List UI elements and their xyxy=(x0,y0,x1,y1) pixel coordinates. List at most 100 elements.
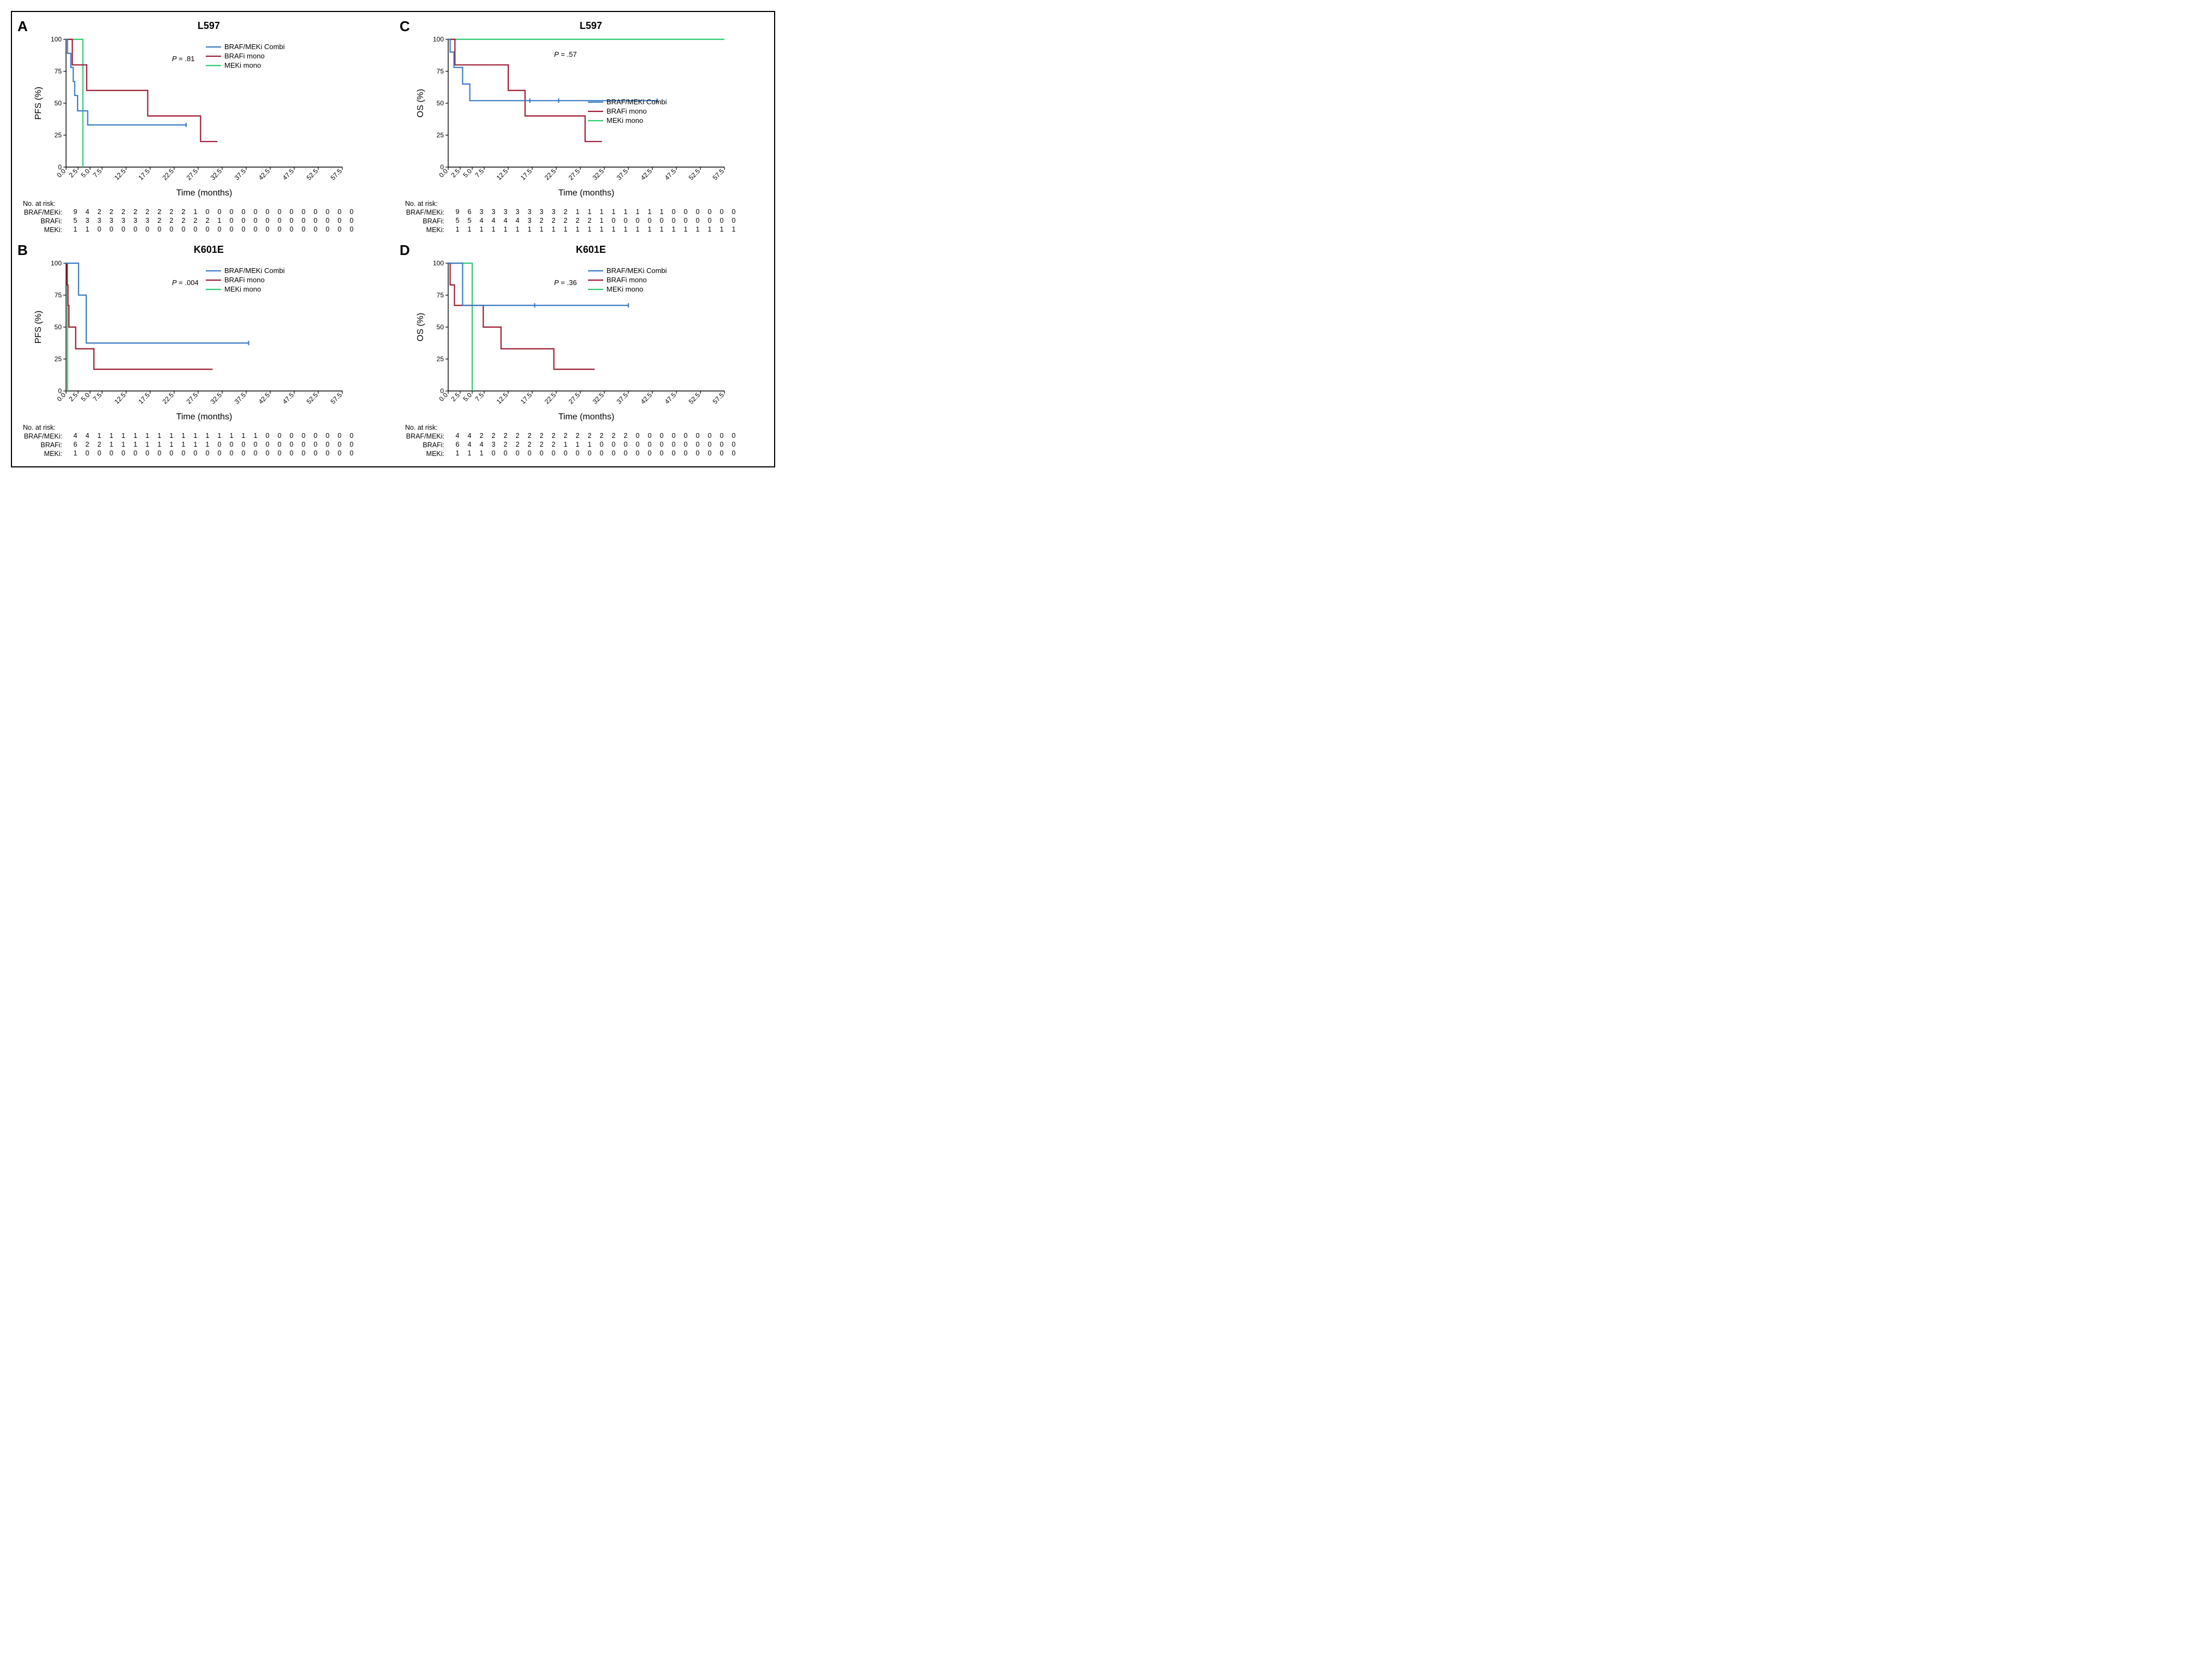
panel-C: CL59702550751000.02.55.07.512.517.522.52… xyxy=(400,20,769,234)
panel-letter: A xyxy=(17,18,28,35)
svg-text:42.5: 42.5 xyxy=(257,391,271,406)
svg-text:50: 50 xyxy=(54,323,62,331)
svg-text:37.5: 37.5 xyxy=(615,167,629,182)
svg-text:2.5: 2.5 xyxy=(67,391,79,403)
risk-table: No. at risk:BRAF/MEKi:441111111111111100… xyxy=(17,424,386,458)
legend-meki: MEKi mono xyxy=(606,116,643,124)
svg-text:75: 75 xyxy=(436,68,444,75)
series-brafi xyxy=(66,39,217,141)
svg-text:25: 25 xyxy=(54,355,62,363)
svg-text:7.5: 7.5 xyxy=(91,167,103,179)
chart-title: L597 xyxy=(413,20,769,32)
svg-text:50: 50 xyxy=(436,323,444,331)
svg-text:75: 75 xyxy=(54,68,62,75)
y-axis-label: PFS (%) xyxy=(34,311,43,343)
risk-table: No. at risk:BRAF/MEKi:963333333211111111… xyxy=(400,200,769,234)
series-combi xyxy=(66,39,186,125)
chart-title: K601E xyxy=(413,244,769,256)
svg-text:37.5: 37.5 xyxy=(233,167,247,182)
legend-meki: MEKi mono xyxy=(606,285,643,293)
panel-letter: D xyxy=(400,242,410,259)
x-axis-label: Time (months) xyxy=(558,188,615,198)
svg-text:47.5: 47.5 xyxy=(663,391,677,406)
chart-title: K601E xyxy=(31,244,386,256)
svg-text:5.0: 5.0 xyxy=(79,391,91,403)
series-combi xyxy=(448,263,628,305)
svg-text:22.5: 22.5 xyxy=(160,167,175,182)
legend-meki: MEKi mono xyxy=(224,61,261,69)
svg-text:52.5: 52.5 xyxy=(305,391,319,406)
svg-text:17.5: 17.5 xyxy=(136,391,151,406)
y-axis-label: OS (%) xyxy=(416,313,425,341)
svg-text:22.5: 22.5 xyxy=(160,391,175,406)
panel-letter: C xyxy=(400,18,410,35)
legend-combi: BRAF/MEKi Combi xyxy=(224,43,285,51)
svg-text:37.5: 37.5 xyxy=(233,391,247,406)
km-chart: 02550751000.02.55.07.512.517.522.527.532… xyxy=(413,258,730,422)
svg-text:0.0: 0.0 xyxy=(55,167,67,179)
svg-text:12.5: 12.5 xyxy=(495,167,509,182)
svg-text:27.5: 27.5 xyxy=(567,167,581,182)
svg-text:0.0: 0.0 xyxy=(55,391,67,403)
panel-letter: B xyxy=(17,242,28,259)
legend-brafi: BRAFi mono xyxy=(224,52,265,60)
legend-brafi: BRAFi mono xyxy=(606,107,647,115)
svg-text:42.5: 42.5 xyxy=(639,391,653,406)
panel-B: BK601E02550751000.02.55.07.512.517.522.5… xyxy=(17,244,386,458)
svg-text:22.5: 22.5 xyxy=(543,167,557,182)
svg-text:32.5: 32.5 xyxy=(209,167,223,182)
legend-combi: BRAF/MEKi Combi xyxy=(224,266,285,275)
series-meki xyxy=(448,263,472,391)
svg-text:37.5: 37.5 xyxy=(615,391,629,406)
svg-text:47.5: 47.5 xyxy=(663,167,677,182)
chart-title: L597 xyxy=(31,20,386,32)
series-meki xyxy=(66,39,83,167)
svg-text:7.5: 7.5 xyxy=(473,391,485,403)
svg-text:22.5: 22.5 xyxy=(543,391,557,406)
svg-text:100: 100 xyxy=(51,259,62,267)
p-value: P = .004 xyxy=(172,278,199,287)
p-value: P = .36 xyxy=(554,278,577,287)
risk-table: No. at risk:BRAF/MEKi:942222222210000000… xyxy=(17,200,386,234)
svg-text:57.5: 57.5 xyxy=(329,391,343,406)
svg-text:12.5: 12.5 xyxy=(495,391,509,406)
svg-text:100: 100 xyxy=(433,35,444,43)
svg-text:2.5: 2.5 xyxy=(67,167,79,179)
panel-D: DK601E02550751000.02.55.07.512.517.522.5… xyxy=(400,244,769,458)
y-axis-label: OS (%) xyxy=(416,89,425,117)
svg-text:7.5: 7.5 xyxy=(91,391,103,403)
legend-combi: BRAF/MEKi Combi xyxy=(606,266,667,275)
svg-text:57.5: 57.5 xyxy=(329,167,343,182)
series-combi xyxy=(448,39,657,100)
svg-text:25: 25 xyxy=(436,132,444,139)
svg-text:42.5: 42.5 xyxy=(639,167,653,182)
svg-text:17.5: 17.5 xyxy=(519,391,533,406)
km-chart: 02550751000.02.55.07.512.517.522.527.532… xyxy=(31,34,348,198)
svg-text:75: 75 xyxy=(54,292,62,299)
p-value: P = .57 xyxy=(554,50,577,58)
svg-text:47.5: 47.5 xyxy=(281,391,295,406)
svg-text:17.5: 17.5 xyxy=(136,167,151,182)
x-axis-label: Time (months) xyxy=(176,412,233,422)
svg-text:57.5: 57.5 xyxy=(711,391,726,406)
svg-text:52.5: 52.5 xyxy=(687,391,701,406)
svg-text:100: 100 xyxy=(433,259,444,267)
svg-text:5.0: 5.0 xyxy=(461,167,473,179)
risk-table: No. at risk:BRAF/MEKi:442222222222222000… xyxy=(400,424,769,458)
p-value: P = .81 xyxy=(172,55,195,63)
legend-combi: BRAF/MEKi Combi xyxy=(606,98,667,106)
svg-text:100: 100 xyxy=(51,35,62,43)
svg-text:0.0: 0.0 xyxy=(437,391,449,403)
svg-text:17.5: 17.5 xyxy=(519,167,533,182)
svg-text:32.5: 32.5 xyxy=(591,391,605,406)
svg-text:25: 25 xyxy=(54,132,62,139)
svg-text:75: 75 xyxy=(436,292,444,299)
svg-text:52.5: 52.5 xyxy=(687,167,701,182)
figure-grid: AL59702550751000.02.55.07.512.517.522.52… xyxy=(11,11,775,467)
y-axis-label: PFS (%) xyxy=(34,87,43,120)
svg-text:42.5: 42.5 xyxy=(257,167,271,182)
svg-text:25: 25 xyxy=(436,355,444,363)
legend-brafi: BRAFi mono xyxy=(606,276,647,284)
svg-text:12.5: 12.5 xyxy=(112,391,127,406)
series-combi xyxy=(66,263,248,343)
